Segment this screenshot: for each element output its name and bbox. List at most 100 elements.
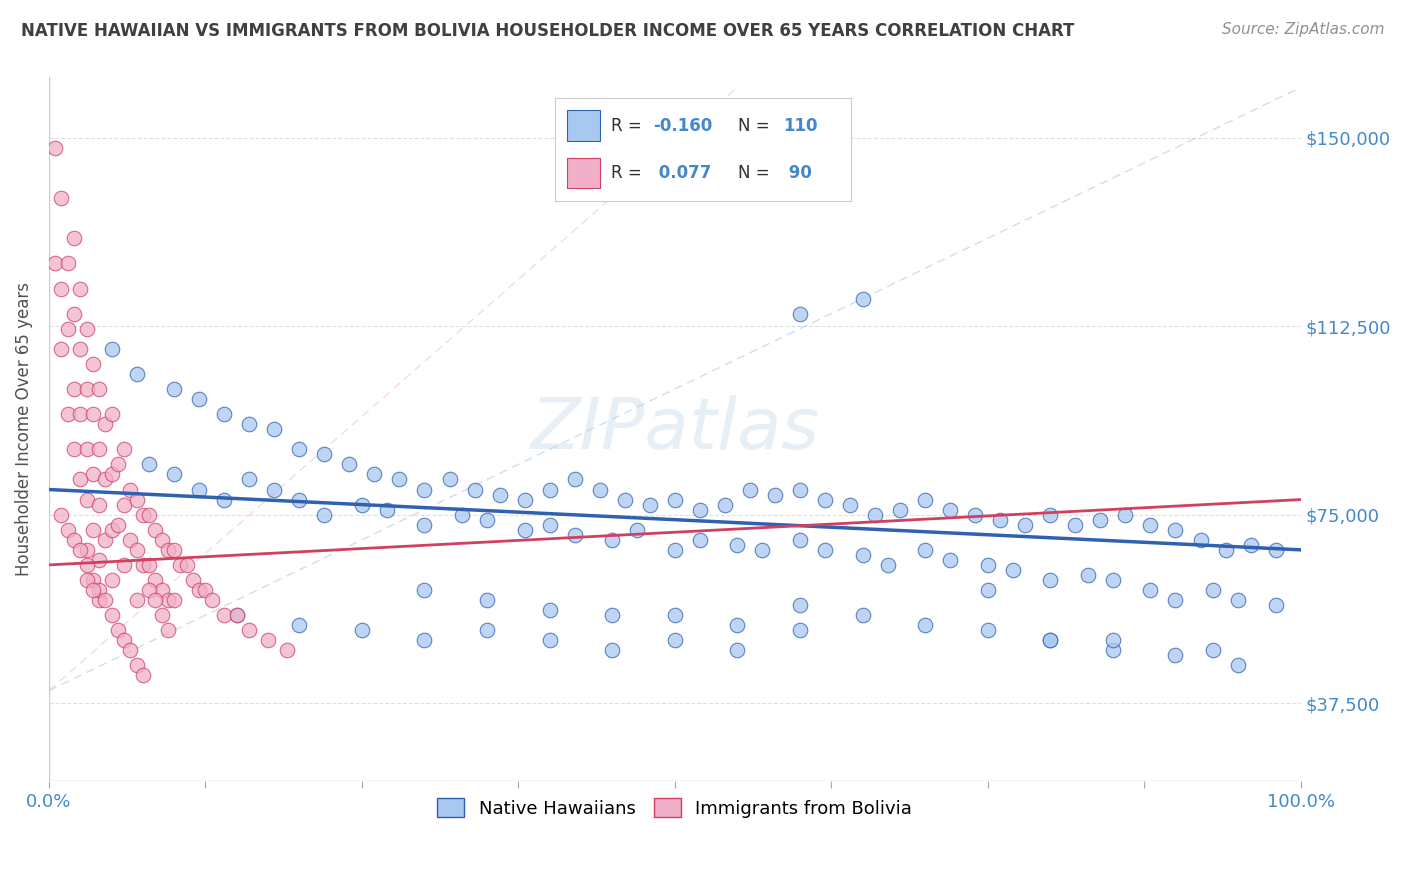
Point [725,618,748,632]
Point [132,558,155,572]
Point [725,643,748,657]
Point [156,624,179,638]
Text: 110: 110 [783,117,817,135]
Point [589,483,612,497]
Point [82,573,104,587]
Point [789,598,811,612]
Point [263,483,285,497]
Point [337,458,360,472]
Point [977,624,1000,638]
Point [112,442,135,457]
Point [100,467,122,482]
Point [145,573,167,587]
Point [413,582,436,597]
Point [56,523,79,537]
Point [1239,538,1261,552]
Point [1227,593,1250,607]
Point [751,542,773,557]
Point [1001,563,1024,577]
Point [76,558,98,572]
Text: 0.077: 0.077 [652,164,711,182]
Point [94,533,117,547]
Point [150,533,173,547]
Point [125,492,148,507]
Point [120,533,142,547]
Point [212,608,235,623]
Point [82,357,104,371]
Point [56,256,79,270]
Point [914,542,936,557]
Point [76,573,98,587]
Text: -0.160: -0.160 [652,117,711,135]
Point [1077,568,1099,582]
Point [107,458,129,472]
Point [538,603,561,617]
Point [488,487,510,501]
Point [363,467,385,482]
Point [100,523,122,537]
Point [125,367,148,381]
Point [94,417,117,432]
Point [413,633,436,648]
Point [63,307,86,321]
Point [1014,517,1036,532]
Point [125,658,148,673]
Point [87,442,110,457]
Point [188,392,211,406]
Point [939,502,962,516]
Point [51,508,73,522]
Point [76,542,98,557]
Y-axis label: Householder Income Over 65 years: Householder Income Over 65 years [15,282,32,576]
Point [689,502,711,516]
Point [156,542,179,557]
Point [181,573,204,587]
Point [263,422,285,436]
Point [238,473,260,487]
Point [87,593,110,607]
Point [1164,593,1187,607]
Point [375,502,398,516]
Point [112,633,135,648]
Point [789,483,811,497]
Point [1039,633,1062,648]
Point [1139,517,1161,532]
Point [839,498,862,512]
Text: Source: ZipAtlas.com: Source: ZipAtlas.com [1222,22,1385,37]
Point [664,633,686,648]
Point [156,593,179,607]
Point [464,483,486,497]
Point [63,231,86,245]
Point [388,473,411,487]
Point [112,558,135,572]
Point [94,593,117,607]
Point [988,513,1011,527]
Point [638,498,661,512]
Point [977,558,1000,572]
Point [1202,582,1225,597]
Point [613,492,636,507]
Point [513,492,536,507]
Point [538,483,561,497]
Point [1039,633,1062,648]
Point [132,668,155,682]
Point [1264,542,1286,557]
Point [163,593,186,607]
Point [475,513,498,527]
Point [188,483,211,497]
Point [51,281,73,295]
Legend: Native Hawaiians, Immigrants from Bolivia: Native Hawaiians, Immigrants from Bolivi… [430,791,920,825]
Text: R =: R = [612,117,648,135]
Point [63,442,86,457]
Point [413,483,436,497]
Point [600,608,623,623]
Point [1102,573,1125,587]
Point [1227,658,1250,673]
Point [87,498,110,512]
Point [789,533,811,547]
Text: ZIPatlas: ZIPatlas [530,395,820,464]
Point [82,582,104,597]
Point [63,382,86,396]
Point [150,582,173,597]
Point [1090,513,1112,527]
Point [863,508,886,522]
